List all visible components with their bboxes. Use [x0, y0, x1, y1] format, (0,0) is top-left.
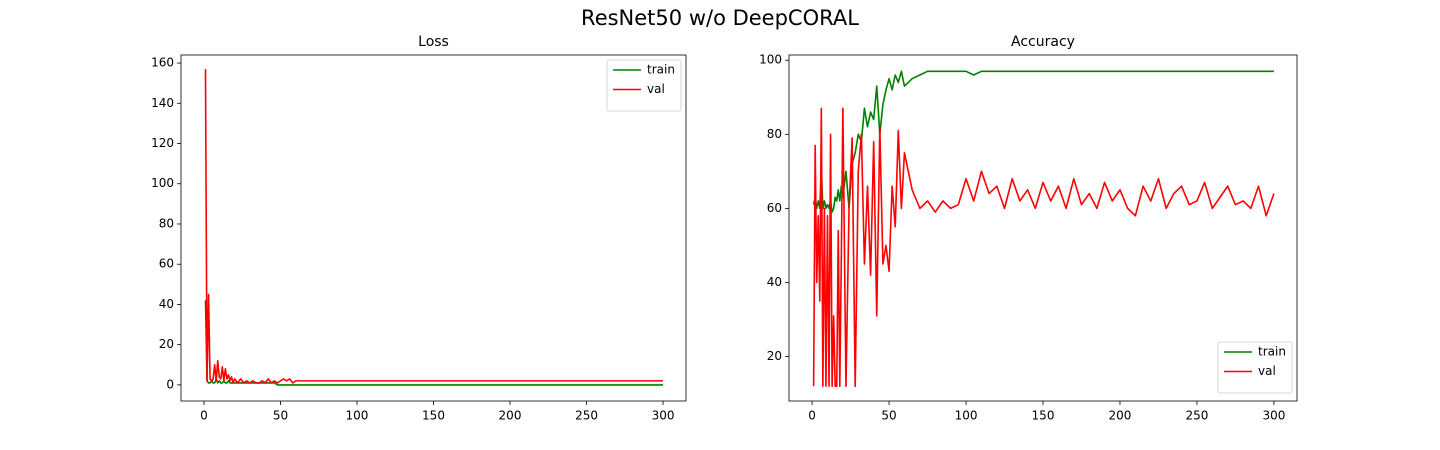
- y-tick-label: 0: [166, 377, 174, 391]
- x-tick-label: 100: [955, 409, 978, 423]
- y-tick-label: 100: [759, 53, 782, 67]
- x-tick-label: 150: [1032, 409, 1055, 423]
- axes-frame: [180, 54, 687, 402]
- series-line: [204, 69, 664, 384]
- y-tick-label: 80: [159, 216, 174, 230]
- series-line: [812, 107, 1275, 387]
- x-tick-label: 100: [346, 409, 369, 423]
- x-tick-label: 0: [808, 409, 816, 423]
- figure-title: ResNet50 w/o DeepCORAL: [581, 6, 859, 30]
- legend-label: val: [647, 82, 665, 96]
- legend-label: train: [1258, 345, 1286, 359]
- y-tick-label: 120: [151, 136, 174, 150]
- x-tick-label: 0: [200, 409, 208, 423]
- x-tick-label: 300: [652, 409, 675, 423]
- series-line: [812, 70, 1274, 213]
- y-tick-label: 80: [767, 127, 782, 141]
- legend-box: [1217, 341, 1293, 394]
- axes-title: Loss: [418, 34, 449, 50]
- y-tick-label: 20: [159, 337, 174, 351]
- y-tick-label: 140: [151, 96, 174, 110]
- y-tick-label: 160: [151, 56, 174, 70]
- series-line: [204, 300, 664, 386]
- y-tick-label: 40: [767, 275, 782, 289]
- x-tick-label: 250: [575, 409, 598, 423]
- legend-label: val: [1258, 364, 1276, 378]
- x-tick-label: 150: [422, 409, 445, 423]
- x-tick-label: 300: [1262, 409, 1285, 423]
- y-tick-label: 60: [767, 201, 782, 215]
- x-tick-label: 200: [499, 409, 522, 423]
- x-tick-label: 250: [1185, 409, 1208, 423]
- x-tick-label: 50: [881, 409, 896, 423]
- y-tick-label: 60: [159, 257, 174, 271]
- y-tick-label: 100: [151, 176, 174, 190]
- x-tick-label: 50: [273, 409, 288, 423]
- x-tick-label: 200: [1109, 409, 1132, 423]
- y-tick-label: 20: [767, 349, 782, 363]
- axes-title: Accuracy: [1011, 34, 1075, 50]
- legend-label: train: [647, 63, 675, 77]
- y-tick-label: 40: [159, 297, 174, 311]
- axes-frame: [788, 54, 1298, 402]
- legend-box: [606, 59, 682, 112]
